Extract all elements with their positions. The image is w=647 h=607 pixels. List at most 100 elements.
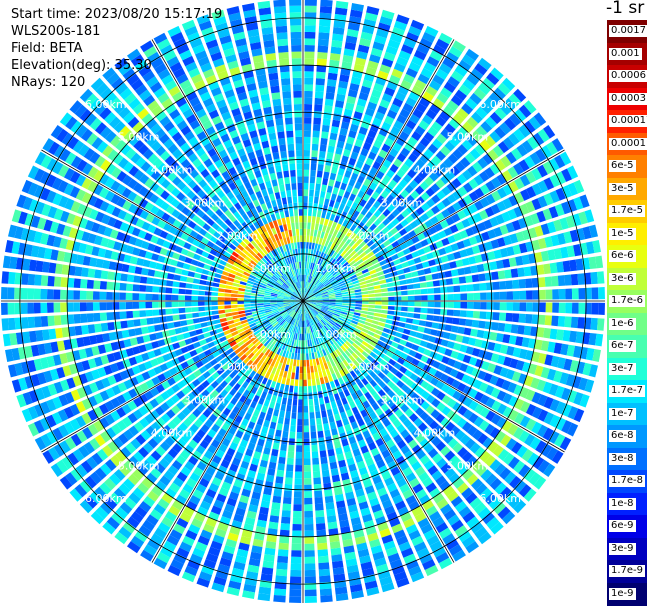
beta-cell [273,273,280,279]
beta-cell [268,521,279,530]
beta-cell [322,118,331,126]
beta-cell [386,194,395,203]
beta-cell [50,463,63,478]
beta-cell [439,480,451,492]
beta-cell [195,267,203,274]
beta-cell [370,273,378,279]
beta-cell [461,169,473,181]
beta-cell [307,385,313,393]
beta-cell [304,510,314,518]
beta-cell [596,318,605,331]
beta-cell [137,482,149,494]
beta-cell [518,124,531,138]
beta-cell [119,311,127,320]
beta-cell [369,54,381,64]
beta-cell [341,294,349,297]
beta-cell [338,203,346,211]
beta-cell [398,413,408,423]
beta-cell [394,291,402,296]
beta-cell [259,506,269,515]
beta-cell [271,309,279,313]
beta-cell [99,463,112,476]
beta-cell [20,287,28,300]
beta-cell [419,494,431,505]
beta-cell [322,476,331,484]
beta-cell [189,265,197,272]
beta-cell [363,272,371,278]
beta-cell [226,447,236,457]
beta-cell [451,177,462,189]
beta-cell [284,281,290,287]
beta-cell [281,311,287,317]
beta-cell [105,427,117,439]
beta-cell [271,307,278,311]
beta-cell [250,336,257,343]
beta-cell [159,133,170,145]
beta-cell [195,328,203,335]
beta-cell [540,145,553,159]
beta-cell [317,283,324,289]
beta-cell [247,406,255,415]
beta-cell [463,182,474,193]
beta-cell [346,409,354,418]
beta-cell [176,212,186,222]
beta-cell [415,407,425,417]
beta-cell [11,209,22,223]
beta-cell [273,436,281,444]
beta-cell [99,280,108,290]
beta-cell [365,211,373,219]
beta-cell [272,495,282,504]
beta-cell [434,301,441,308]
beta-cell [533,112,547,126]
beta-cell [259,345,266,352]
beta-cell [326,152,334,160]
beta-cell [184,367,193,376]
beta-cell [106,239,116,249]
beta-cell [311,339,315,346]
beta-cell [432,138,443,149]
beta-cell [30,373,41,387]
beta-cell [107,322,115,331]
beta-cell [491,400,502,412]
beta-cell [481,511,495,525]
beta-cell [154,527,167,539]
beta-cell [79,479,93,493]
beta-cell [250,259,257,266]
beta-cell [419,37,433,49]
beta-cell [264,371,271,379]
beta-cell [303,150,310,157]
beta-cell [410,19,425,31]
beta-cell [132,121,144,133]
beta-cell [415,102,427,114]
beta-cell [288,438,295,446]
beta-cell [140,352,150,362]
beta-cell [381,534,394,545]
beta-cell [430,409,441,419]
beta-cell [543,193,554,206]
beta-cell [419,181,430,191]
beta-cell [361,567,375,577]
beta-cell [474,63,488,76]
beta-cell [349,469,359,479]
beta-cell [293,385,299,393]
beta-cell [322,334,328,341]
beta-cell [461,336,470,345]
beta-cell [263,447,271,455]
beta-cell [513,427,524,440]
beta-cell [561,185,573,199]
beta-cell [368,293,376,298]
beta-cell [238,233,246,241]
beta-cell [468,203,478,214]
beta-cell [93,280,101,290]
beta-cell [88,382,99,394]
beta-cell [310,229,314,237]
beta-cell [504,269,512,279]
beta-cell [202,523,215,534]
beta-cell [184,444,195,455]
beta-cell [35,201,45,215]
beta-cell [320,289,327,293]
beta-cell [290,303,297,306]
beta-cell [195,147,206,157]
beta-cell [91,246,100,257]
beta-cell [315,358,320,366]
